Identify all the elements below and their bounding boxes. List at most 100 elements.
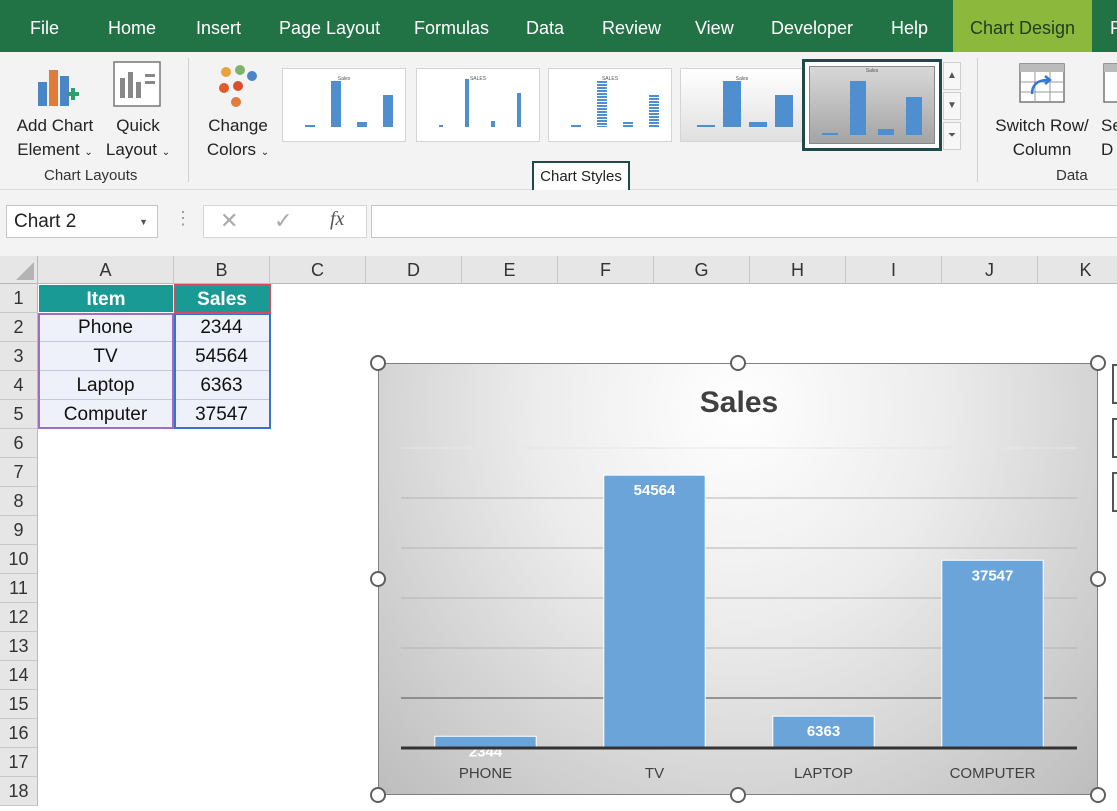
resize-handle-right[interactable] bbox=[1090, 571, 1106, 587]
row-header[interactable]: 17 bbox=[0, 748, 38, 777]
resize-handle-left[interactable] bbox=[370, 571, 386, 587]
tab-overflow[interactable]: F bbox=[1110, 18, 1117, 38]
row-header[interactable]: 12 bbox=[0, 603, 38, 632]
insert-function-icon[interactable]: fx bbox=[330, 208, 345, 230]
column-header-a[interactable]: A bbox=[38, 256, 174, 284]
tab-view[interactable]: View bbox=[695, 18, 734, 38]
bar-laptop[interactable] bbox=[772, 715, 875, 749]
chart-filters-button[interactable] bbox=[1112, 472, 1117, 512]
column-header-d[interactable]: D bbox=[366, 256, 462, 284]
chart-style-thumbnail-5-selected[interactable]: Sales bbox=[802, 59, 942, 151]
table-cell-sales[interactable]: 2344 bbox=[174, 313, 270, 342]
row-header[interactable]: 6 bbox=[0, 429, 38, 458]
chart-style-thumbnail-2[interactable]: SALES bbox=[416, 68, 540, 142]
tab-data[interactable]: Data bbox=[526, 18, 565, 38]
chart-elements-button[interactable] bbox=[1112, 364, 1117, 404]
switch-row-column-button[interactable]: Switch Row/ Column bbox=[986, 58, 1098, 162]
resize-handle-bottom[interactable] bbox=[730, 787, 746, 803]
table-cell-item[interactable]: Computer bbox=[38, 400, 174, 429]
add-chart-element-icon bbox=[38, 70, 79, 106]
row-header[interactable]: 14 bbox=[0, 661, 38, 690]
column-header-i[interactable]: I bbox=[846, 256, 942, 284]
name-box-value: Chart 2 bbox=[14, 211, 77, 232]
chart-style-thumbnail-4[interactable]: Sales bbox=[680, 68, 804, 142]
bar-computer[interactable] bbox=[941, 559, 1044, 749]
gallery-scroll-down-button[interactable]: ▼ bbox=[943, 92, 961, 120]
row-header[interactable]: 3 bbox=[0, 342, 38, 371]
add-chart-element-button[interactable]: Add Chart Element ⌄ bbox=[8, 58, 102, 162]
row-header[interactable]: 16 bbox=[0, 719, 38, 748]
switch-row-column-icon bbox=[1019, 63, 1065, 103]
tab-developer[interactable]: Developer bbox=[771, 18, 854, 38]
tab-review[interactable]: Review bbox=[602, 18, 662, 38]
thumbnail-bar bbox=[822, 133, 838, 135]
column-header-g[interactable]: G bbox=[654, 256, 750, 284]
row-header[interactable]: 9 bbox=[0, 516, 38, 545]
data-label[interactable]: 6363 bbox=[807, 723, 840, 740]
resize-handle-bottom-left[interactable] bbox=[370, 787, 386, 803]
row-header[interactable]: 1 bbox=[0, 284, 38, 313]
column-header-k[interactable]: K bbox=[1038, 256, 1117, 284]
column-header-b[interactable]: B bbox=[174, 256, 270, 284]
tab-formulas[interactable]: Formulas bbox=[414, 18, 490, 38]
table-cell-item[interactable]: Phone bbox=[38, 313, 174, 342]
chevron-down-icon[interactable]: ▼ bbox=[139, 217, 148, 227]
row-header[interactable]: 15 bbox=[0, 690, 38, 719]
chart-styles-button[interactable] bbox=[1112, 418, 1117, 458]
change-colors-button[interactable]: Change Colors ⌄ bbox=[198, 58, 278, 162]
select-data-button[interactable]: Se D bbox=[1100, 58, 1117, 162]
drag-handle-icon[interactable]: ⋮ bbox=[174, 208, 192, 228]
row-header[interactable]: 13 bbox=[0, 632, 38, 661]
quick-layout-button[interactable]: Quick Layout ⌄ bbox=[100, 58, 176, 162]
row-header[interactable]: 4 bbox=[0, 371, 38, 400]
thumbnail-bar bbox=[517, 93, 521, 127]
row-header[interactable]: 5 bbox=[0, 400, 38, 429]
bar-tv[interactable] bbox=[603, 474, 706, 749]
select-all-corner[interactable] bbox=[0, 256, 38, 284]
table-cell-sales[interactable]: 37547 bbox=[174, 400, 270, 429]
column-header-c[interactable]: C bbox=[270, 256, 366, 284]
gallery-more-button[interactable]: ⏷ bbox=[943, 122, 961, 150]
row-header[interactable]: 10 bbox=[0, 545, 38, 574]
chart-area[interactable]: Sales 2344 PHONE 54564 TV 6363 LAPTOP 37547 COM… bbox=[378, 363, 1098, 795]
column-header-j[interactable]: J bbox=[942, 256, 1038, 284]
cancel-icon[interactable]: ✕ bbox=[220, 208, 239, 233]
row-header[interactable]: 2 bbox=[0, 313, 38, 342]
name-box[interactable]: Chart 2 ▼ bbox=[6, 205, 158, 238]
data-label[interactable]: 54564 bbox=[634, 482, 676, 499]
table-cell-sales[interactable]: 54564 bbox=[174, 342, 270, 371]
resize-handle-bottom-right[interactable] bbox=[1090, 787, 1106, 803]
chart-style-thumbnail-3[interactable]: SALES bbox=[548, 68, 672, 142]
tab-insert[interactable]: Insert bbox=[196, 18, 242, 38]
row-header[interactable]: 18 bbox=[0, 777, 38, 806]
data-label[interactable]: 37547 bbox=[972, 567, 1014, 584]
tab-page-layout[interactable]: Page Layout bbox=[279, 18, 381, 38]
column-header-h[interactable]: H bbox=[750, 256, 846, 284]
row-header[interactable]: 7 bbox=[0, 458, 38, 487]
thumbnail-bar bbox=[878, 129, 894, 135]
tab-home[interactable]: Home bbox=[108, 18, 157, 38]
gallery-scroll-up-button[interactable]: ▲ bbox=[943, 62, 961, 90]
resize-handle-top-right[interactable] bbox=[1090, 355, 1106, 371]
tab-help[interactable]: Help bbox=[891, 18, 929, 38]
column-header-f[interactable]: F bbox=[558, 256, 654, 284]
row-header[interactable]: 8 bbox=[0, 487, 38, 516]
worksheet-grid[interactable]: A B C D E F G H I J K 1 2 3 4 5 6 7 8 9 … bbox=[0, 256, 1117, 811]
resize-handle-top-left[interactable] bbox=[370, 355, 386, 371]
table-cell-item[interactable]: TV bbox=[38, 342, 174, 371]
chart-title[interactable]: Sales bbox=[700, 386, 778, 419]
table-cell-sales[interactable]: 6363 bbox=[174, 371, 270, 400]
table-cell-item[interactable]: Laptop bbox=[38, 371, 174, 400]
resize-handle-top[interactable] bbox=[730, 355, 746, 371]
table-header-sales[interactable]: Sales bbox=[174, 284, 270, 313]
tab-file[interactable]: File bbox=[30, 18, 60, 38]
table-header-item[interactable]: Item bbox=[38, 284, 174, 313]
group-separator bbox=[977, 58, 978, 182]
chart-style-thumbnail-1[interactable]: Sales bbox=[282, 68, 406, 142]
tab-chart-design[interactable]: Chart Design bbox=[953, 0, 1093, 52]
formula-input[interactable] bbox=[371, 205, 1117, 238]
row-header[interactable]: 11 bbox=[0, 574, 38, 603]
enter-icon[interactable]: ✓ bbox=[274, 208, 293, 233]
column-header-e[interactable]: E bbox=[462, 256, 558, 284]
data-label[interactable]: 2344 bbox=[469, 743, 503, 760]
